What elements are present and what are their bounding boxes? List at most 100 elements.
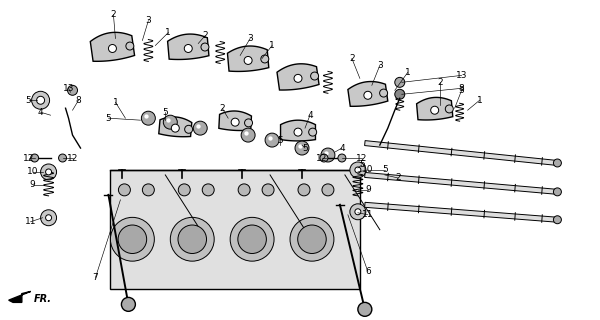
Circle shape <box>201 43 209 51</box>
Polygon shape <box>159 117 192 137</box>
Circle shape <box>350 204 366 220</box>
Text: 5: 5 <box>26 96 32 105</box>
Circle shape <box>202 184 214 196</box>
Text: 3: 3 <box>145 16 151 25</box>
Circle shape <box>311 72 319 80</box>
Text: 12: 12 <box>316 154 328 163</box>
Text: 9: 9 <box>365 185 371 194</box>
Text: 10: 10 <box>27 167 38 176</box>
Circle shape <box>163 115 177 129</box>
Circle shape <box>109 44 116 52</box>
Text: 6: 6 <box>365 267 371 276</box>
Polygon shape <box>365 172 557 194</box>
Circle shape <box>261 55 269 63</box>
Polygon shape <box>416 97 453 120</box>
Circle shape <box>380 89 388 97</box>
Circle shape <box>298 225 326 253</box>
Text: 1: 1 <box>166 28 171 37</box>
Text: 3: 3 <box>247 34 253 43</box>
Text: 10: 10 <box>362 165 374 174</box>
Text: 12: 12 <box>23 154 34 163</box>
Circle shape <box>238 225 266 253</box>
Circle shape <box>308 128 317 136</box>
Polygon shape <box>90 32 134 61</box>
Polygon shape <box>8 292 31 302</box>
Circle shape <box>238 184 250 196</box>
Circle shape <box>118 184 130 196</box>
Text: 1: 1 <box>269 41 275 50</box>
Text: 2: 2 <box>202 31 208 40</box>
Circle shape <box>395 77 405 87</box>
Circle shape <box>431 106 439 114</box>
Circle shape <box>553 188 562 196</box>
Text: 11: 11 <box>362 210 374 219</box>
Text: 3: 3 <box>377 61 383 70</box>
Text: 2: 2 <box>110 10 116 19</box>
Text: 9: 9 <box>30 180 35 189</box>
Text: 5: 5 <box>106 114 112 123</box>
Circle shape <box>170 217 214 261</box>
Circle shape <box>294 128 302 136</box>
Text: 2: 2 <box>349 54 355 63</box>
Circle shape <box>46 215 52 221</box>
Circle shape <box>184 44 192 52</box>
Circle shape <box>294 74 302 82</box>
Circle shape <box>241 128 255 142</box>
Text: 4: 4 <box>307 111 313 120</box>
Circle shape <box>358 302 372 316</box>
Text: 1: 1 <box>405 68 410 77</box>
Circle shape <box>355 209 361 215</box>
Circle shape <box>185 125 193 133</box>
Text: 2: 2 <box>395 173 401 182</box>
Text: 2: 2 <box>220 104 225 113</box>
Circle shape <box>445 105 453 113</box>
Circle shape <box>118 225 146 253</box>
Circle shape <box>262 184 274 196</box>
Circle shape <box>41 164 56 180</box>
Bar <box>110 170 360 289</box>
Circle shape <box>46 169 52 175</box>
Text: 13: 13 <box>63 84 74 93</box>
Circle shape <box>320 154 328 162</box>
Circle shape <box>59 154 67 162</box>
Circle shape <box>110 217 154 261</box>
Circle shape <box>338 154 346 162</box>
Circle shape <box>171 124 179 132</box>
Circle shape <box>553 216 562 224</box>
Circle shape <box>290 217 334 261</box>
Circle shape <box>41 210 56 226</box>
Circle shape <box>178 184 190 196</box>
Circle shape <box>321 148 335 162</box>
Text: 2: 2 <box>437 78 442 87</box>
Circle shape <box>295 141 309 155</box>
Text: FR.: FR. <box>34 294 52 304</box>
Text: 4: 4 <box>38 108 43 117</box>
Polygon shape <box>365 140 557 165</box>
Polygon shape <box>365 202 557 222</box>
Polygon shape <box>348 82 388 106</box>
Circle shape <box>355 167 361 173</box>
Circle shape <box>265 133 279 147</box>
Text: 12: 12 <box>356 154 368 163</box>
Circle shape <box>231 118 239 126</box>
Text: 8: 8 <box>459 84 464 93</box>
Circle shape <box>193 121 207 135</box>
Circle shape <box>364 91 372 99</box>
Circle shape <box>126 42 134 50</box>
Circle shape <box>142 111 155 125</box>
Text: 5: 5 <box>382 165 388 174</box>
Circle shape <box>32 91 50 109</box>
Text: 11: 11 <box>25 217 37 226</box>
Circle shape <box>245 119 253 127</box>
Text: 5: 5 <box>277 136 283 145</box>
Circle shape <box>553 159 562 167</box>
Circle shape <box>121 297 136 311</box>
Text: 1: 1 <box>477 96 482 105</box>
Circle shape <box>350 162 366 178</box>
Text: 4: 4 <box>339 144 345 153</box>
Circle shape <box>68 85 77 95</box>
Text: 3: 3 <box>459 86 464 95</box>
Circle shape <box>178 225 206 253</box>
Circle shape <box>142 184 154 196</box>
Circle shape <box>31 154 38 162</box>
